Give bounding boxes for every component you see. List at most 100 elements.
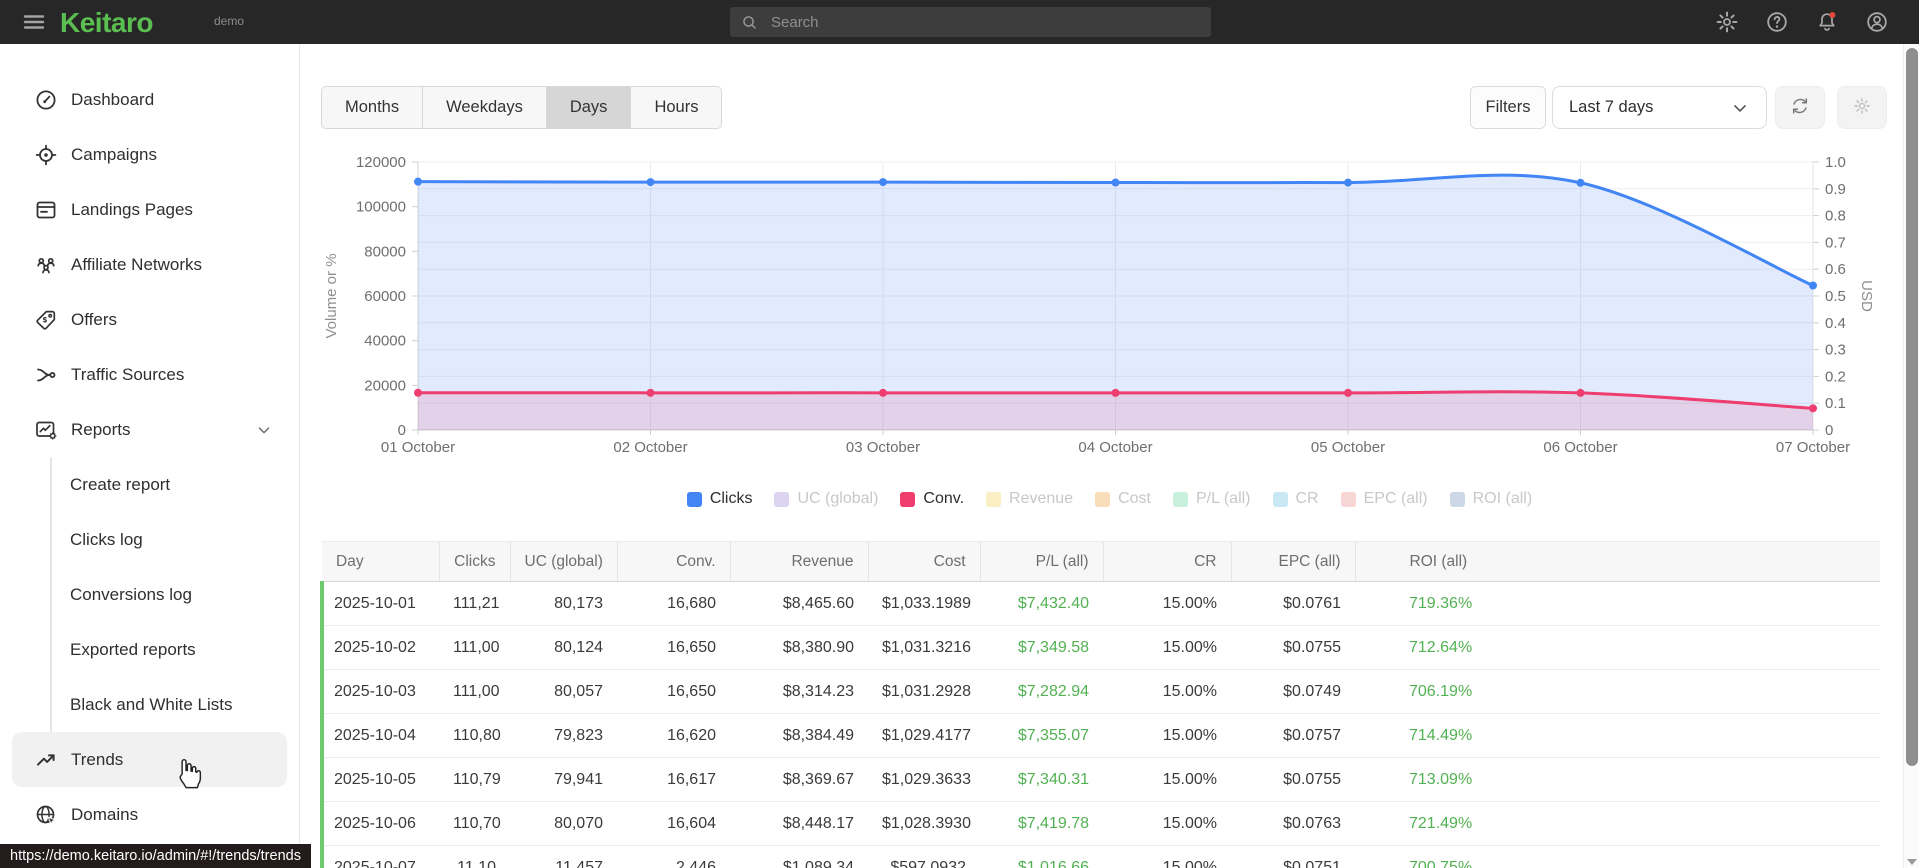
svg-text:60000: 60000 [364,288,406,305]
svg-text:04 October: 04 October [1078,439,1152,456]
search-box[interactable] [730,7,1211,37]
table-cell: 2025-10-03 [320,669,439,714]
legend-item-uc-global[interactable]: UC (global) [774,490,878,508]
table-cell: $1,029.4177 [868,713,980,758]
table-cell: 79,941 [510,757,617,802]
search-icon [743,15,756,29]
column-header-epc-all[interactable]: EPC (all) [1230,541,1355,582]
chart-settings-button[interactable] [1837,86,1887,129]
sidebar-item-create-report[interactable]: Create report [0,457,299,512]
column-header-revenue[interactable]: Revenue [729,541,868,582]
period-select-value: Last 7 days [1569,98,1654,116]
legend-item-epc-all[interactable]: EPC (all) [1340,490,1428,508]
legend-label: Cost [1118,490,1151,507]
tab-months[interactable]: Months [322,87,423,128]
svg-text:USD: USD [1858,280,1875,312]
tab-weekdays[interactable]: Weekdays [422,87,546,128]
sidebar-item-label: Landings Pages [71,199,193,219]
tab-hours[interactable]: Hours [630,87,722,128]
table-cell: 16,680 [617,581,730,626]
sidebar-item-label: Domains [71,804,139,824]
sidebar-item-conversions-log[interactable]: Conversions log [0,567,299,622]
sidebar-item-black-and-white-lists[interactable]: Black and White Lists [0,677,299,732]
tab-days[interactable]: Days [545,87,631,128]
search-input[interactable] [769,12,1201,32]
column-header-uc-global[interactable]: UC (global) [509,541,617,582]
table-cell: 2025-10-07 [320,845,439,868]
sidebar-item-landings-pages[interactable]: Landings Pages [0,182,299,237]
notifications-bell-icon[interactable] [1815,10,1839,34]
table-cell: 713.09% [1355,757,1880,802]
legend-item-roi-all[interactable]: ROI (all) [1449,490,1532,508]
sidebar-item-label: Affiliate Networks [71,254,203,274]
table-cell: 712.64% [1355,625,1880,670]
column-header-clicks[interactable]: Clicks [438,541,510,582]
sidebar-item-traffic-sources[interactable]: Traffic Sources [0,347,299,402]
table-header-row: Day Clicks UC (global) Conv. Revenue Cost P/L … [322,541,1880,582]
table-cell: $0.0763 [1231,801,1355,846]
sidebar-item-trends[interactable]: Trends [12,732,287,787]
legend-label: P/L (all) [1195,490,1251,507]
chevron-down-icon [255,421,273,439]
sidebar-item-exported-reports[interactable]: Exported reports [0,622,299,677]
hamburger-menu-icon[interactable] [22,10,46,34]
reports-icon [34,418,58,442]
scrollbar-thumb[interactable] [1906,48,1918,766]
column-header-cost[interactable]: Cost [867,541,980,582]
sidebar-item-domains[interactable]: Domains [0,787,299,842]
sidebar-item-campaigns[interactable]: Campaigns [0,127,299,182]
table-cell: 16,650 [617,625,730,670]
main-content: Months Weekdays Days Hours Filters Last 7 d… [300,44,1919,868]
table-cell: 16,617 [617,757,730,802]
svg-text:02 October: 02 October [613,439,687,456]
legend-item-p-l-all[interactable]: P/L (all) [1172,490,1251,508]
svg-text:20000: 20000 [364,377,406,394]
legend-item-revenue[interactable]: Revenue [986,490,1073,508]
legend-item-clicks[interactable]: Clicks [686,490,752,508]
legend-label: CR [1295,490,1319,507]
table-cell: 80,124 [510,625,617,670]
column-header-day[interactable]: Day [322,541,439,582]
legend-item-cost[interactable]: Cost [1095,490,1151,508]
account-icon[interactable] [1865,10,1889,34]
table-row: 2025-10-04 110,80 79,823 16,620 $8,384.49 $1,… [320,713,1880,758]
period-select[interactable]: Last 7 days [1552,86,1767,129]
legend-item-conv[interactable]: Conv. [900,490,964,508]
table-row: 2025-10-07 11,10 11,457 2,446 $1,089.34 $597.… [320,845,1880,868]
table-cell: 15.00% [1103,801,1231,846]
filters-button[interactable]: Filters [1470,86,1546,129]
sidebar-item-clicks-log[interactable]: Clicks log [0,512,299,567]
table-cell: $7,282.94 [980,669,1103,714]
table-cell: $0.0761 [1231,581,1355,626]
table-cell: 2025-10-04 [320,713,439,758]
scroll-down-arrow-icon[interactable] [1907,859,1917,865]
legend-label: UC (global) [797,490,879,507]
svg-text:0.5: 0.5 [1825,288,1846,305]
column-header-conv[interactable]: Conv. [616,541,730,582]
refresh-button[interactable] [1775,86,1825,129]
sidebar-item-affiliate-networks[interactable]: Affiliate Networks [0,237,299,292]
table-cell: $1,089.34 [730,845,868,868]
help-icon[interactable] [1765,10,1789,34]
table-cell: $0.0757 [1231,713,1355,758]
table-row: 2025-10-03 111,00 80,057 16,650 $8,314.23 $1,… [320,669,1880,714]
table-cell: 80,173 [510,581,617,626]
column-header-cr[interactable]: CR [1102,541,1231,582]
legend-item-cr[interactable]: CR [1272,490,1319,508]
sidebar-item-offers[interactable]: Offers [0,292,299,347]
column-header-roi-all[interactable]: ROI (all) [1354,541,1880,582]
column-header-p-l-all[interactable]: P/L (all) [979,541,1103,582]
sidebar-item-reports[interactable]: Reports [0,402,299,457]
table-cell: $1,028.3930 [868,801,980,846]
svg-text:0.8: 0.8 [1825,208,1846,225]
sidebar-item-dashboard[interactable]: Dashboard [0,72,299,127]
landing-pages-icon [34,198,58,222]
sidebar-item-label: Clicks log [70,529,143,549]
scrollbar-track[interactable] [1903,44,1919,868]
gear-icon[interactable] [1715,10,1739,34]
legend-swatch [1272,491,1288,507]
legend-swatch [774,491,790,507]
table-cell: 16,604 [617,801,730,846]
link-url-text: https://demo.keitaro.io/admin/#!/trends/… [10,848,301,864]
table-cell: 15.00% [1103,581,1231,626]
